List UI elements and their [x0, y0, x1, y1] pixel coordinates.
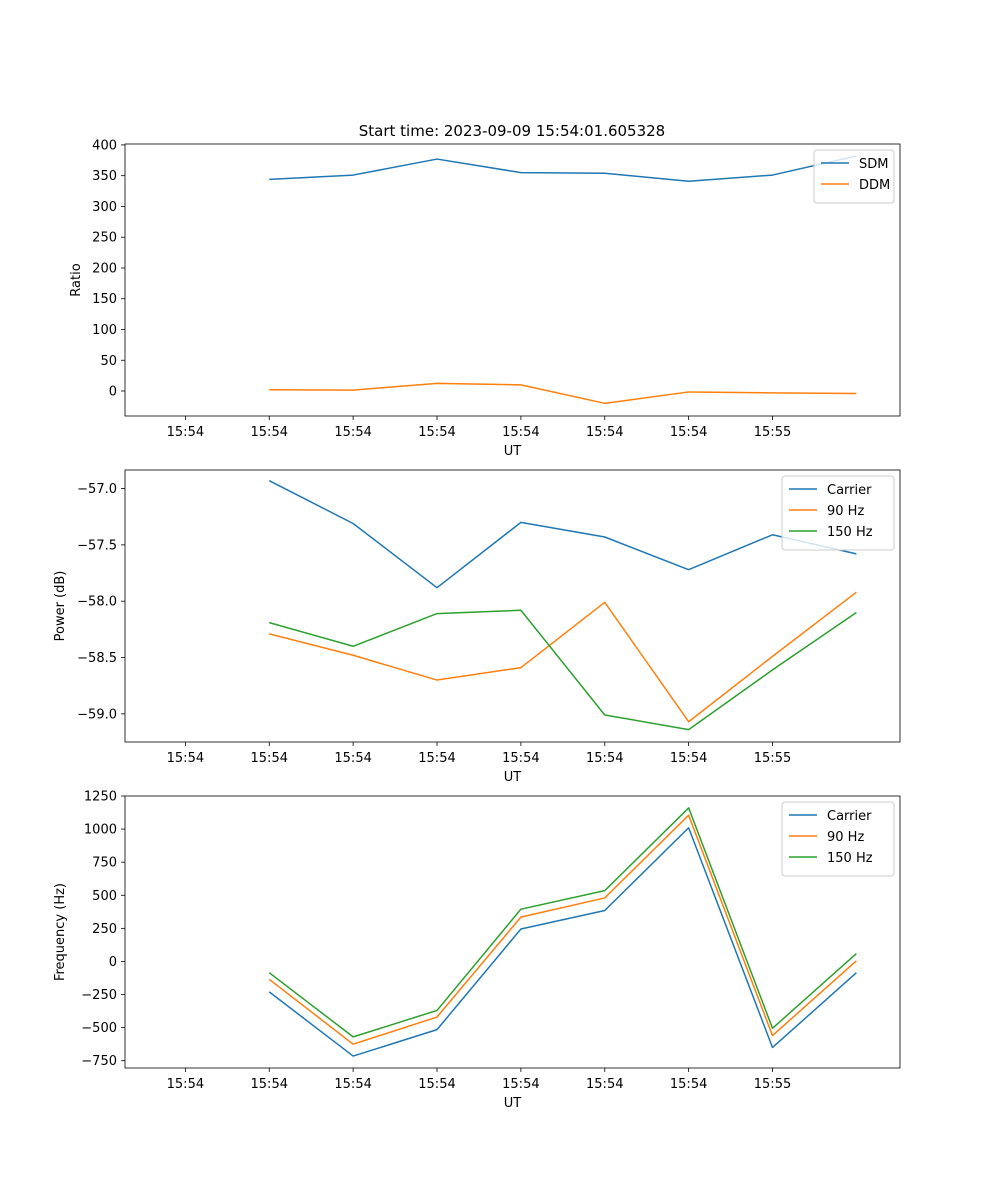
chart-2-x-axis-label: UT: [504, 770, 522, 785]
chart-3: 15:54 15:54 15:54 15:54 15:54 15:54 15:54 15:55…: [53, 790, 901, 1111]
chart-1-y-tick-label: 0: [109, 385, 117, 400]
chart-1-y-axis-label: Ratio: [69, 263, 84, 296]
chart-3-series-line-150-hz: [268, 807, 857, 1038]
chart-3-frame: [124, 795, 901, 1069]
chart-3-x-axis-label: UT: [504, 1096, 522, 1111]
chart-3-legend: Carrier 90 Hz 150 Hz: [781, 801, 895, 877]
chart-1-y-tick-label: 400: [92, 138, 117, 153]
chart-1-x-tick-label: 15:55: [754, 425, 791, 440]
chart-3-legend-label: Carrier: [827, 809, 872, 824]
chart-1-x-tick-label: 15:54: [334, 425, 371, 440]
chart-2-x-tick-label: 15:54: [251, 751, 288, 766]
chart-2-x-tick-label: 15:54: [670, 751, 707, 766]
chart-1-y-tick-label: 200: [92, 261, 117, 276]
chart-1-legend-label: SDM: [859, 157, 888, 172]
chart-2-legend-label: 150 Hz: [827, 525, 873, 540]
chart-3-y-tick-label: −750: [81, 1054, 117, 1069]
panels: 15:54 15:54 15:54 15:54 15:54 15:54 15:54 15:55…: [53, 138, 901, 1111]
chart-3-series-line-carrier: [268, 827, 857, 1057]
chart-1-x-tick-label: 15:54: [167, 425, 204, 440]
chart-2-y-tick-label: −57.5: [77, 538, 117, 553]
chart-2-x-tick-label: 15:54: [334, 751, 371, 766]
chart-1-x-axis-label: UT: [504, 444, 522, 459]
chart-2-series-line-carrier: [268, 480, 857, 589]
chart-3-y-tick-label: 0: [109, 955, 117, 970]
chart-3-x-tick-label: 15:54: [670, 1077, 707, 1092]
chart-3-x-tick-label: 15:54: [586, 1077, 623, 1092]
chart-3-x-tick-label: 15:54: [334, 1077, 371, 1092]
chart-3-x-tick-label: 15:54: [502, 1077, 539, 1092]
chart-1-y-tick-label: 150: [92, 292, 117, 307]
chart-2-legend-label: 90 Hz: [827, 504, 864, 519]
chart-2-x-tick-label: 15:54: [418, 751, 455, 766]
chart-1-series-line-sdm: [269, 155, 857, 182]
chart-1-y-tick-label: 100: [92, 323, 117, 338]
chart-2-series-line-150-hz: [269, 609, 857, 731]
chart-2-y-tick-label: −58.5: [77, 651, 117, 666]
chart-2-x-tick-label: 15:54: [167, 751, 204, 766]
chart-3-y-tick-label: −500: [81, 1021, 117, 1036]
chart-1-legend: SDM DDM: [813, 149, 895, 204]
chart-2-x-tick-label: 15:54: [586, 751, 623, 766]
chart-2-legend-label: Carrier: [827, 483, 872, 498]
chart-2-y-axis-label: Power (dB): [53, 571, 68, 642]
chart-3-x-tick-label: 15:54: [167, 1077, 204, 1092]
chart-1-x-tick-label: 15:54: [502, 425, 539, 440]
chart-3-y-axis-label: Frequency (Hz): [53, 883, 68, 981]
chart-1-x-tick-label: 15:54: [586, 425, 623, 440]
chart-1-x-tick-label: 15:54: [418, 425, 455, 440]
chart-3-x-tick-label: 15:54: [251, 1077, 288, 1092]
chart-2-y-tick-label: −59.0: [77, 707, 117, 722]
chart-3-x-tick-label: 15:54: [418, 1077, 455, 1092]
chart-3-y-tick-label: 750: [92, 856, 117, 871]
chart-2-legend: Carrier 90 Hz 150 Hz: [781, 475, 895, 551]
figure-title: Start time: 2023-09-09 15:54:01.605328: [359, 122, 665, 140]
chart-3-legend-label: 90 Hz: [827, 830, 864, 845]
chart-1-frame: [124, 143, 901, 417]
chart-2: 15:54 15:54 15:54 15:54 15:54 15:54 15:54 15:55…: [53, 469, 901, 785]
chart-1-x-tick-label: 15:54: [670, 425, 707, 440]
chart-1-y-tick-label: 300: [92, 200, 117, 215]
chart-2-x-tick-label: 15:54: [502, 751, 539, 766]
chart-3-y-tick-label: 250: [92, 922, 117, 937]
chart-1-y-tick-label: 50: [100, 354, 117, 369]
chart-3-series-line-90-hz: [268, 814, 857, 1045]
chart-3-y-tick-label: 1250: [84, 790, 117, 805]
chart-2-frame: [124, 469, 901, 743]
chart-2-y-tick-label: −58.0: [77, 595, 117, 610]
chart-2-y-tick-label: −57.0: [77, 482, 117, 497]
chart-2-series-line-90-hz: [269, 591, 857, 723]
chart-3-x-tick-label: 15:55: [754, 1077, 791, 1092]
chart-1-series-line-ddm: [269, 382, 857, 405]
chart-3-legend-label: 150 Hz: [827, 851, 873, 866]
chart-3-y-tick-label: 500: [92, 889, 117, 904]
chart-1-legend-label: DDM: [859, 178, 890, 193]
chart-1: 15:54 15:54 15:54 15:54 15:54 15:54 15:54 15:55…: [69, 138, 901, 459]
chart-2-x-tick-label: 15:55: [754, 751, 791, 766]
chart-3-y-tick-label: −250: [81, 988, 117, 1003]
chart-1-x-tick-label: 15:54: [251, 425, 288, 440]
chart-1-y-tick-label: 350: [92, 169, 117, 184]
chart-3-y-tick-label: 1000: [84, 823, 117, 838]
chart-1-y-tick-label: 250: [92, 231, 117, 246]
